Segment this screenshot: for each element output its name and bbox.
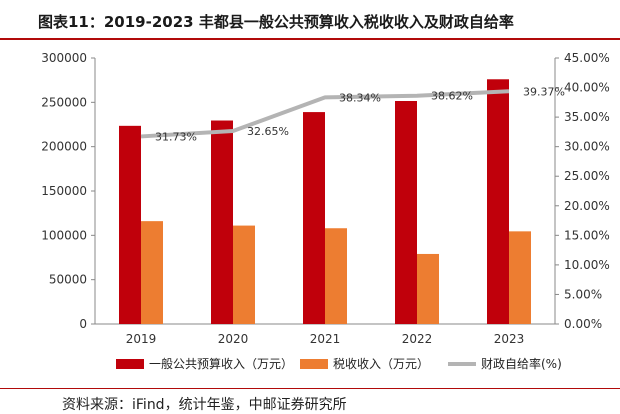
right-axis-tick-label: 20.00% <box>564 199 610 213</box>
right-axis-tick-label: 5.00% <box>564 287 602 301</box>
right-axis-tick-label: 10.00% <box>564 258 610 272</box>
x-axis-tick-label: 2021 <box>310 332 341 346</box>
bar-tax-revenue <box>417 253 439 324</box>
x-axis-tick-label: 2023 <box>494 332 525 346</box>
left-axis-tick-label: 200000 <box>41 140 87 154</box>
ratio-data-label: 32.65% <box>247 125 289 138</box>
right-axis-tick-label: 40.00% <box>564 81 610 95</box>
right-axis-tick-label: 15.00% <box>564 228 610 242</box>
legend-label: 一般公共预算收入（万元） <box>149 356 293 371</box>
source-rule <box>0 388 620 389</box>
right-axis-tick-label: 35.00% <box>564 110 610 124</box>
right-axis-tick-label: 45.00% <box>564 51 610 65</box>
ratio-data-label: 39.37% <box>523 85 565 98</box>
bar-general-revenue <box>211 120 233 324</box>
legend-label: 税收收入（万元） <box>333 357 429 371</box>
bar-general-revenue <box>487 79 509 324</box>
bar-tax-revenue <box>233 225 255 324</box>
ratio-data-label: 31.73% <box>155 130 197 143</box>
bar-tax-revenue <box>325 228 347 324</box>
ratio-data-label: 38.62% <box>431 90 473 103</box>
ratio-line <box>140 89 510 139</box>
left-axis-tick-label: 150000 <box>41 184 87 198</box>
left-axis-tick-label: 300000 <box>41 51 87 65</box>
right-axis-tick-label: 25.00% <box>564 169 610 183</box>
left-axis-tick-label: 50000 <box>49 273 87 287</box>
chart-title: 图表11：2019-2023 丰都县一般公共预算收入税收收入及财政自给率 <box>38 13 514 31</box>
bar-general-revenue <box>119 125 141 324</box>
left-axis-tick-label: 250000 <box>41 95 87 109</box>
bar-tax-revenue <box>141 221 163 324</box>
left-axis-tick-label: 0 <box>79 317 87 331</box>
bar-general-revenue <box>395 101 417 325</box>
ratio-data-label: 38.34% <box>339 91 381 104</box>
title-rule <box>0 38 620 40</box>
legend-label: 财政自给率(%) <box>481 356 562 371</box>
left-axis-tick-label: 100000 <box>41 228 87 242</box>
legend-swatch <box>300 359 328 369</box>
bar-tax-revenue <box>509 231 531 324</box>
title-bar: 图表11：2019-2023 丰都县一般公共预算收入税收收入及财政自给率 <box>0 0 620 38</box>
right-axis-tick-label: 30.00% <box>564 140 610 154</box>
x-axis-tick-label: 2019 <box>126 332 157 346</box>
x-axis-tick-label: 2022 <box>402 332 433 346</box>
right-axis-tick-label: 0.00% <box>564 317 602 331</box>
x-axis-tick-label: 2020 <box>218 332 249 346</box>
legend-swatch <box>116 359 144 369</box>
chart-area: 0 50000 100000 150000 200000 250000 300000 0.00… <box>41 51 610 371</box>
bar-general-revenue <box>303 112 325 324</box>
source-note: 资料来源：iFind，统计年鉴，中邮证券研究所 <box>62 397 347 413</box>
